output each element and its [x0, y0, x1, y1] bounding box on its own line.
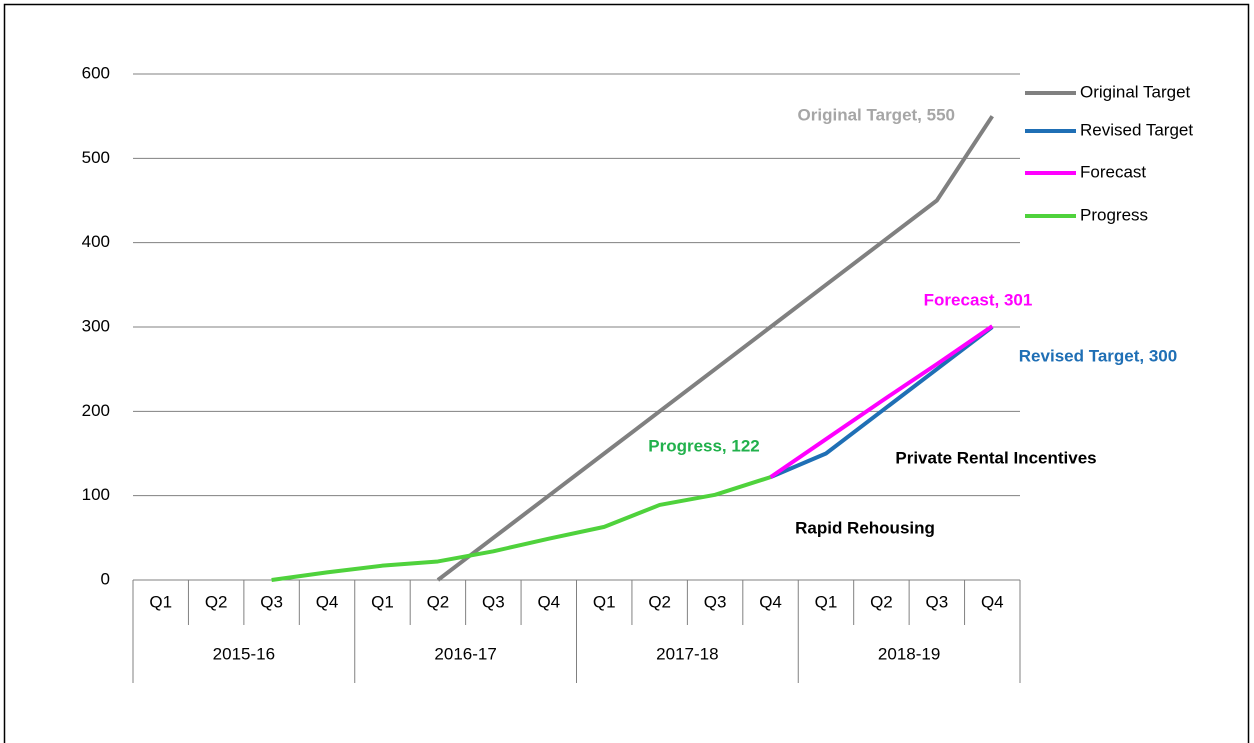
x-tick-label: Q2: [870, 592, 893, 611]
legend-label: Progress: [1080, 205, 1148, 224]
y-tick-label: 300: [82, 316, 110, 335]
annotation: Private Rental Incentives: [895, 448, 1096, 467]
x-tick-label: Q4: [316, 592, 339, 611]
annotation: Revised Target, 300: [1019, 346, 1177, 365]
annotation: Forecast, 301: [924, 290, 1033, 309]
y-tick-label: 400: [82, 232, 110, 251]
x-tick-label: Q2: [205, 592, 228, 611]
x-tick-label: Q1: [593, 592, 616, 611]
y-tick-label: 0: [101, 569, 110, 588]
series-line: [271, 475, 772, 582]
y-tick-label: 200: [82, 401, 110, 420]
annotation: Progress, 122: [648, 436, 760, 455]
x-tick-label: Q1: [371, 592, 394, 611]
x-tick-label: Q4: [759, 592, 782, 611]
series-line: [436, 115, 994, 582]
annotation: Rapid Rehousing: [795, 518, 935, 537]
x-tick-label: Q1: [815, 592, 838, 611]
x-tick-label: Q2: [427, 592, 450, 611]
group-label: 2016-17: [434, 644, 496, 663]
group-label: 2017-18: [656, 644, 718, 663]
y-tick-label: 100: [82, 485, 110, 504]
x-tick-label: Q3: [704, 592, 727, 611]
legend-label: Revised Target: [1080, 120, 1193, 139]
x-tick-label: Q3: [260, 592, 283, 611]
x-tick-label: Q4: [537, 592, 560, 611]
x-tick-label: Q1: [149, 592, 172, 611]
group-label: 2015-16: [213, 644, 275, 663]
series-line: [769, 325, 994, 479]
legend-label: Forecast: [1080, 162, 1146, 181]
frame: [3, 3, 1250, 743]
series-line: [769, 324, 994, 479]
y-tick-label: 600: [82, 63, 110, 82]
legend-label: Original Target: [1080, 82, 1191, 101]
annotation: Original Target, 550: [798, 105, 955, 124]
x-tick-label: Q4: [981, 592, 1004, 611]
y-tick-label: 500: [82, 148, 110, 167]
x-tick-label: Q3: [926, 592, 949, 611]
group-label: 2018-19: [878, 644, 940, 663]
x-tick-label: Q2: [648, 592, 671, 611]
x-tick-label: Q3: [482, 592, 505, 611]
